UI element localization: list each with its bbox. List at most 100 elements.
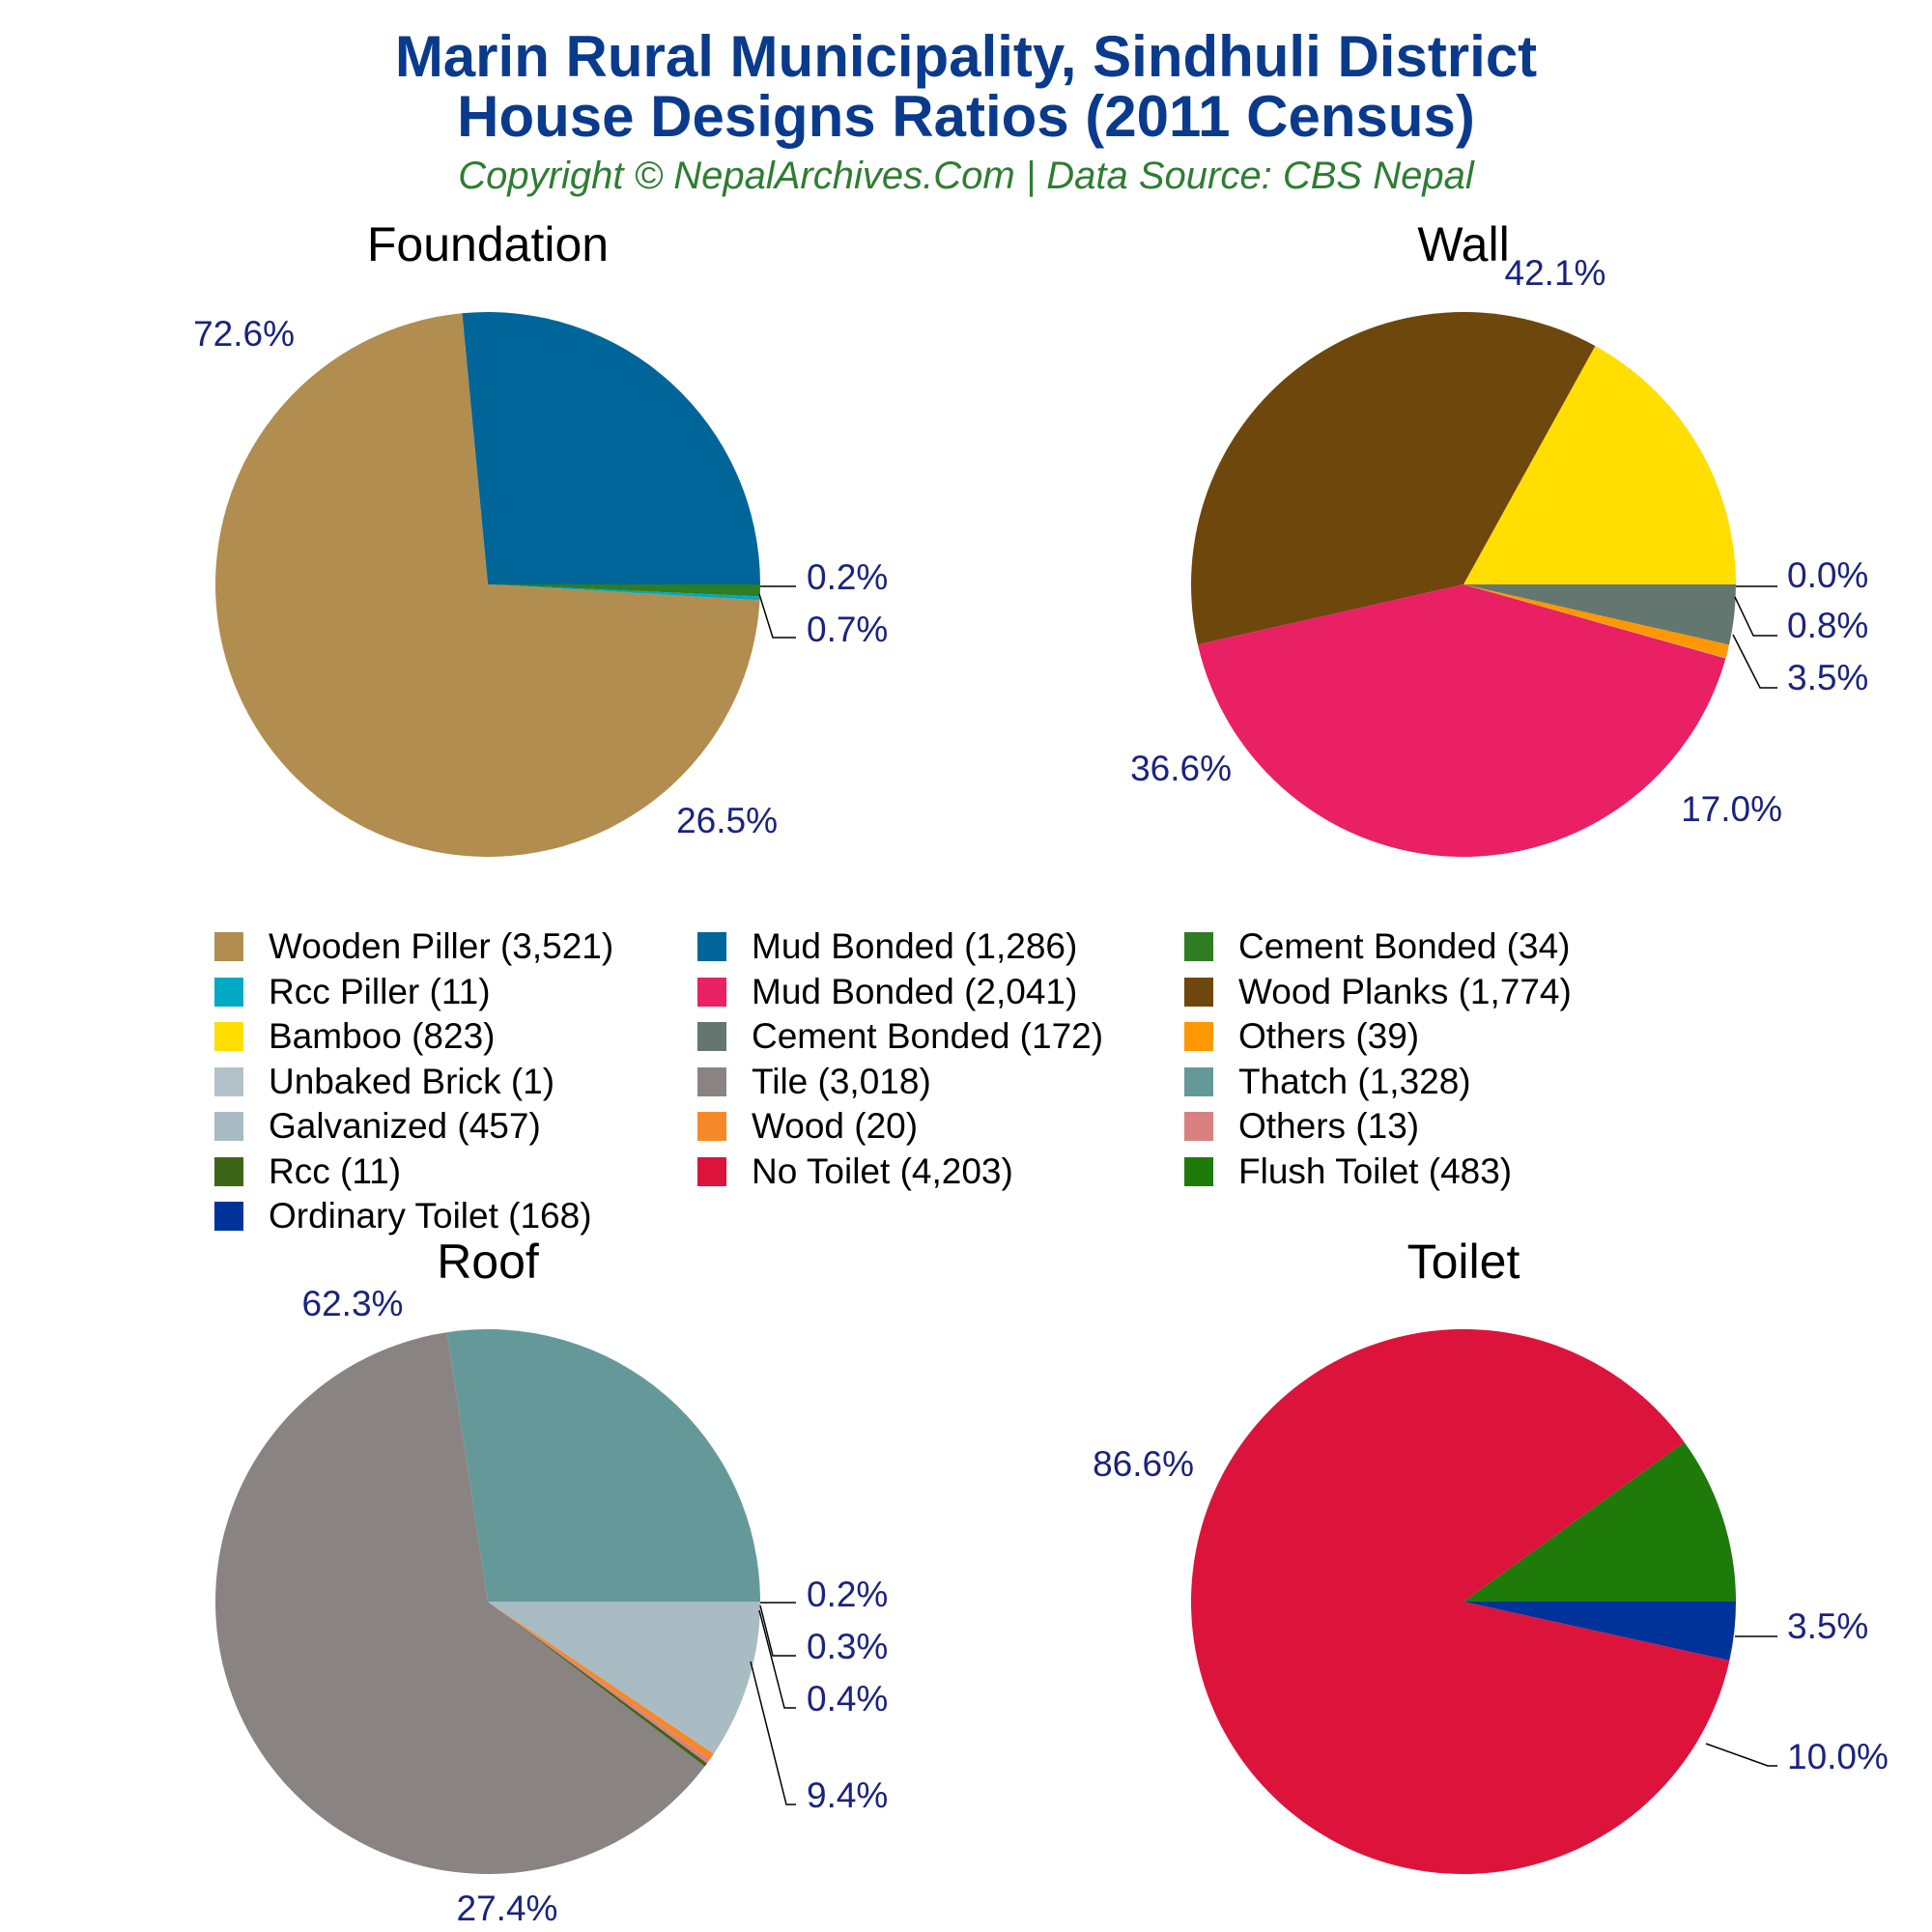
pie-slice-rcc-piller — [488, 584, 760, 601]
pie-slice-bamboo — [1463, 346, 1736, 584]
legend-swatch — [1184, 1112, 1213, 1141]
legend-item: Rcc Piller (11) — [214, 971, 491, 1011]
leader-line — [758, 593, 796, 639]
legend-item: Others (39) — [1184, 1016, 1420, 1056]
slice-percent-label: 26.5% — [676, 801, 778, 840]
slice-percent-label: 0.2% — [807, 557, 888, 597]
legend-swatch — [214, 1156, 243, 1186]
slice-percent-label: 0.4% — [807, 1679, 888, 1719]
pie-title: Roof — [437, 1235, 539, 1289]
pie-slice-others — [1463, 584, 1730, 659]
legend-swatch — [697, 932, 726, 961]
legend-item: Wood Planks (1,774) — [1184, 971, 1572, 1011]
chart-title-line-1: Marin Rural Municipality, Sindhuli Distr… — [394, 24, 1538, 89]
pie-chart-3: Toilet 10.0% 86.6% 3.5% — [1093, 1235, 1889, 1874]
legend-swatch — [214, 977, 243, 1007]
legend-item: Cement Bonded (34) — [1184, 926, 1571, 966]
legend-swatch — [697, 1156, 726, 1186]
slice-percent-label: 3.5% — [1787, 658, 1868, 697]
pie-slice-others — [488, 1602, 710, 1764]
legend-swatch — [214, 1202, 243, 1231]
legend-item: Unbaked Brick (1) — [214, 1061, 555, 1101]
legend-item: Mud Bonded (2,041) — [697, 971, 1078, 1011]
pie-slice-wooden-piller — [214, 313, 760, 857]
legend-item: Mud Bonded (1,286) — [697, 926, 1078, 966]
legend-swatch — [214, 1112, 243, 1141]
leader-line — [1734, 596, 1777, 637]
pie-slice-mud-bonded — [462, 312, 760, 584]
pie-chart-2: Roof 27.4% 62.3% 0.2% 0.3% 0.4% 9.4% — [215, 1235, 888, 1928]
slice-percent-label: 10.0% — [1787, 1737, 1889, 1776]
legend-swatch — [1184, 1066, 1213, 1096]
legend-label: Wood Planks (1,774) — [1238, 971, 1572, 1011]
legend-item: Cement Bonded (172) — [697, 1016, 1104, 1056]
legend-label: Mud Bonded (1,286) — [752, 926, 1078, 966]
legend-label: Unbaked Brick (1) — [269, 1061, 555, 1101]
leader-line — [1705, 1743, 1777, 1767]
legend-item: Ordinary Toilet (168) — [214, 1196, 592, 1236]
slice-percent-label: 36.6% — [1130, 749, 1232, 788]
slice-percent-label: 72.6% — [193, 314, 295, 354]
legend-swatch — [1184, 1156, 1213, 1186]
legend-item: Galvanized (457) — [214, 1106, 541, 1146]
legend-label: Tile (3,018) — [752, 1061, 931, 1101]
legend-label: Others (13) — [1238, 1106, 1420, 1146]
pie-slice-tile — [215, 1332, 705, 1874]
legend-label: Thatch (1,328) — [1238, 1061, 1471, 1101]
slice-percent-label: 3.5% — [1787, 1606, 1868, 1646]
pie-slice-mud-bonded — [1197, 584, 1726, 858]
legend-swatch — [697, 1066, 726, 1096]
pie-slice-wood — [488, 1602, 714, 1760]
legend-label: Rcc Piller (11) — [269, 971, 491, 1011]
legend-swatch — [214, 932, 243, 961]
slice-percent-label: 9.4% — [807, 1776, 888, 1815]
legend-label: Rcc (11) — [269, 1151, 402, 1191]
leader-line — [750, 1661, 796, 1805]
legend-label: Mud Bonded (2,041) — [752, 971, 1078, 1011]
legend-swatch — [697, 1022, 726, 1051]
slice-percent-label: 62.3% — [302, 1284, 404, 1323]
legend-label: Cement Bonded (34) — [1238, 926, 1571, 966]
slice-percent-label: 0.8% — [1787, 606, 1868, 645]
leader-line — [1732, 634, 1777, 689]
slice-percent-label: 0.2% — [807, 1575, 888, 1614]
pie-chart-1: Wall 17.0% 36.6% 42.1% 0.0% 0.8% 3.5% — [1130, 217, 1868, 858]
chart-subtitle: Copyright © NepalArchives.Com | Data Sou… — [458, 155, 1474, 197]
pie-slice-cement-bonded — [1463, 584, 1736, 645]
legend-item: Wood (20) — [697, 1106, 919, 1146]
legend-item: Tile (3,018) — [697, 1061, 931, 1101]
pie-slice-rcc — [488, 1602, 707, 1767]
legend-label: Others (39) — [1238, 1016, 1420, 1056]
legend-swatch — [1184, 1022, 1213, 1051]
legend-label: Wooden Piller (3,521) — [269, 926, 614, 966]
legend-item: No Toilet (4,203) — [697, 1151, 1013, 1191]
legend-label: Cement Bonded (172) — [752, 1016, 1104, 1056]
legend-item: Wooden Piller (3,521) — [214, 926, 614, 966]
legend-swatch — [214, 1022, 243, 1051]
legend-item: Bamboo (823) — [214, 1016, 496, 1056]
slice-percent-label: 86.6% — [1093, 1444, 1194, 1484]
legend-swatch — [697, 1112, 726, 1141]
pie-slice-thatch — [446, 1329, 760, 1602]
pie-slice-galvanized — [488, 1602, 760, 1754]
slice-percent-label: 0.7% — [807, 610, 888, 649]
pie-chart-0: Foundation 26.5% 72.6% 0.2% 0.7% — [193, 217, 888, 857]
pie-slice-cement-bonded — [488, 584, 760, 597]
legend-item: Flush Toilet (483) — [1184, 1151, 1513, 1191]
leader-line — [759, 1605, 796, 1657]
slice-percent-label: 0.3% — [807, 1627, 888, 1666]
slice-percent-label: 27.4% — [457, 1889, 558, 1928]
legend-swatch — [697, 977, 726, 1007]
legend-label: Galvanized (457) — [269, 1106, 541, 1146]
legend-swatch — [1184, 932, 1213, 961]
slice-percent-label: 0.0% — [1787, 555, 1868, 595]
legend-label: Bamboo (823) — [269, 1016, 496, 1056]
legend-label: Flush Toilet (483) — [1238, 1151, 1513, 1191]
legend-label: Wood (20) — [752, 1106, 919, 1146]
legend-item: Others (13) — [1184, 1106, 1420, 1146]
legend-item: Rcc (11) — [214, 1151, 402, 1191]
pie-title: Foundation — [367, 217, 609, 271]
legend-item: Thatch (1,328) — [1184, 1061, 1471, 1101]
